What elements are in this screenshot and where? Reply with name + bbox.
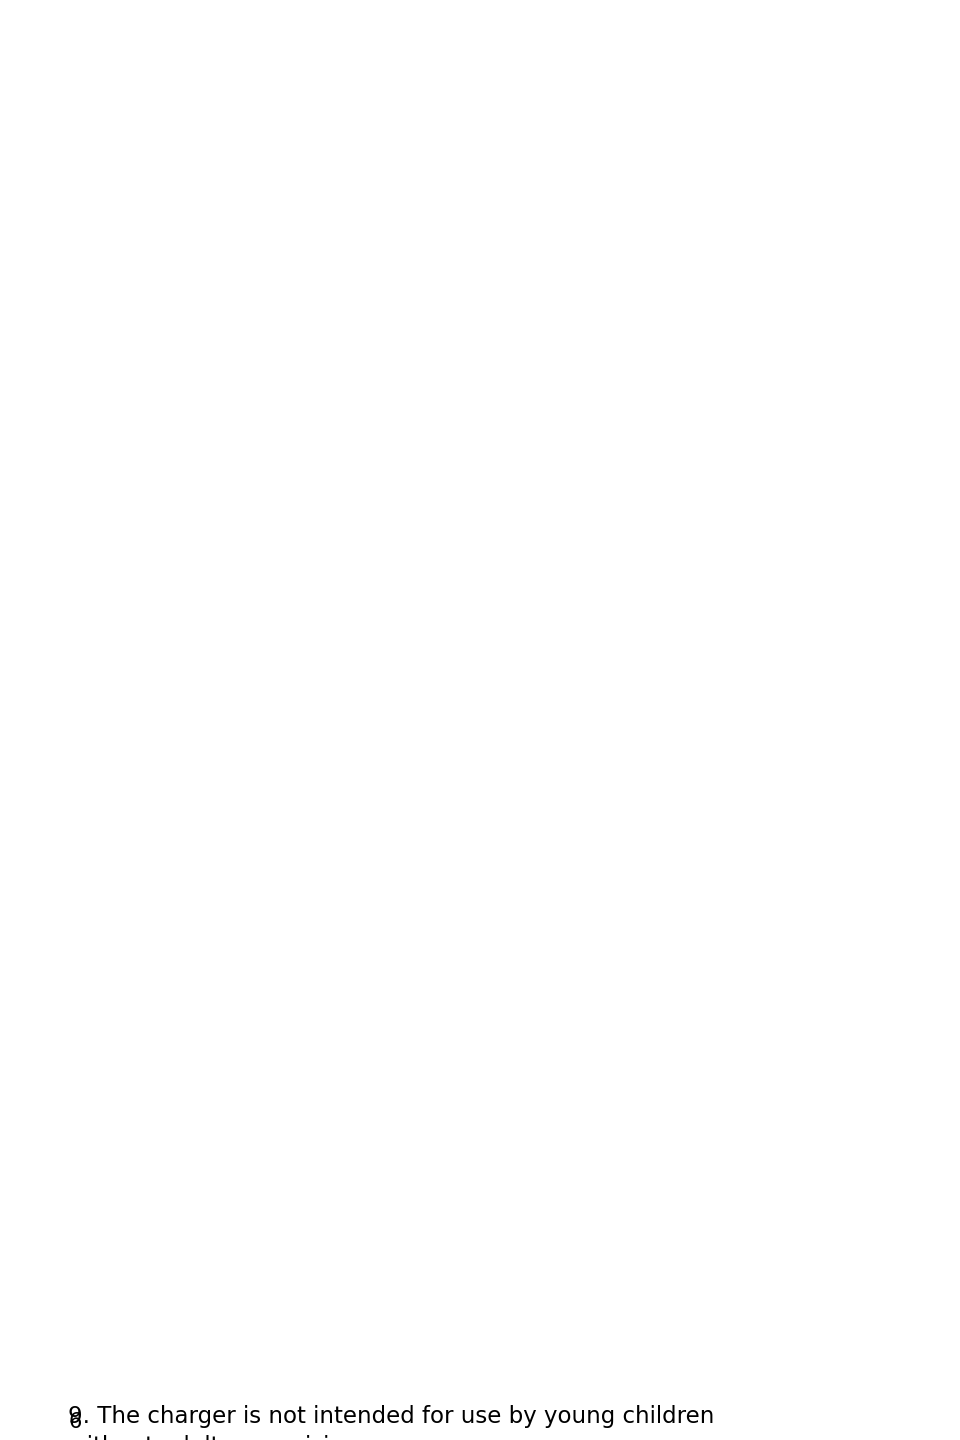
- Text: 6: 6: [68, 1413, 82, 1431]
- Text: without adult supervision.: without adult supervision.: [68, 1436, 366, 1440]
- Text: 9. The charger is not intended for use by young children: 9. The charger is not intended for use b…: [68, 1405, 714, 1428]
